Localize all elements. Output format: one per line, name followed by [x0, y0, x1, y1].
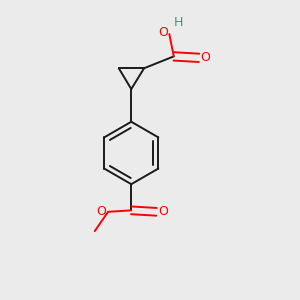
- Text: O: O: [201, 51, 211, 64]
- Text: H: H: [173, 16, 183, 29]
- Text: O: O: [97, 205, 106, 218]
- Text: O: O: [158, 26, 168, 39]
- Text: O: O: [158, 205, 168, 218]
